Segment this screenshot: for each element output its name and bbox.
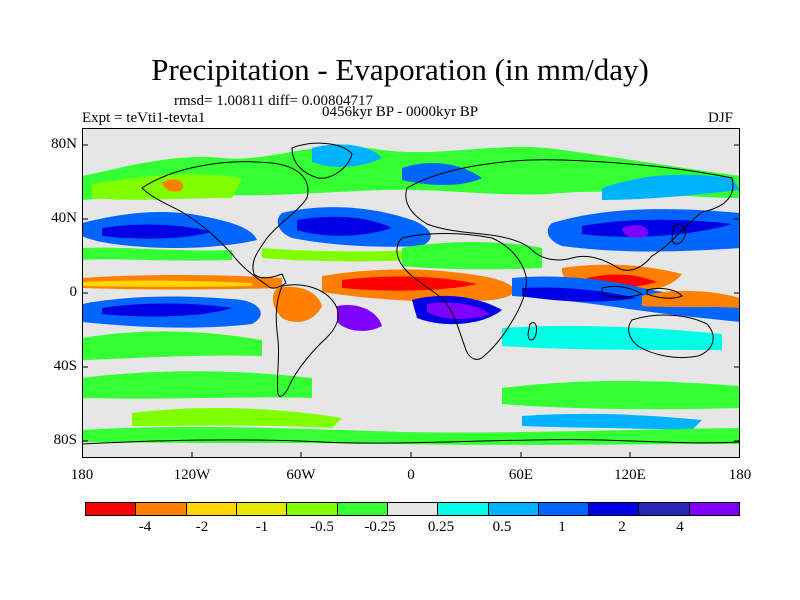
colorbar-label: 0.5 <box>492 519 512 535</box>
stats-label: rmsd= 1.00811 diff= 0.00804717 <box>174 93 373 109</box>
x-tick-label: 0 <box>407 467 415 483</box>
contour-region <box>427 302 490 320</box>
colorbar-swatch <box>689 503 740 515</box>
contour-region <box>297 216 392 236</box>
coastlines <box>82 142 740 445</box>
y-tick-label: 80N <box>51 136 77 152</box>
season-label: DJF <box>708 110 734 126</box>
contour-region <box>522 413 702 430</box>
colorbar-label: -4 <box>138 519 152 535</box>
contour-region <box>102 224 212 239</box>
coastline <box>405 159 734 271</box>
x-tick-label: 60W <box>286 467 316 483</box>
x-tick-label: 120W <box>173 467 211 483</box>
plot-title: Precipitation - Evaporation (in mm/day) <box>151 52 649 87</box>
colorbar-swatch <box>488 503 539 515</box>
colorbar-swatch <box>438 503 489 515</box>
contour-region <box>262 248 422 262</box>
colorbar-swatch <box>86 503 137 515</box>
y-tick-label: 40S <box>53 358 77 374</box>
contour-region <box>402 242 542 270</box>
contour-region <box>312 144 382 167</box>
colorbar-swatch <box>589 503 640 515</box>
map-panel <box>82 128 740 458</box>
colorbar-swatch <box>387 503 439 515</box>
colorbar <box>85 502 740 516</box>
contour-region <box>82 280 252 287</box>
colorbar-swatch <box>287 503 338 515</box>
x-tick-label: 120E <box>614 467 646 483</box>
contour-region <box>502 326 722 350</box>
experiment-label: Expt = teVti1-tevta1 <box>82 110 206 126</box>
coastline <box>671 224 686 245</box>
contour-region <box>622 225 648 238</box>
coastline <box>275 284 339 397</box>
coastline <box>141 161 309 289</box>
coastline <box>628 314 714 359</box>
contour-region <box>82 331 262 360</box>
colorbar-label: -0.25 <box>364 519 396 535</box>
y-tick-label: 40N <box>51 210 77 226</box>
period-label: 0456kyr BP - 0000kyr BP <box>322 104 479 120</box>
coastline <box>527 321 537 341</box>
colorbar-label: -0.5 <box>310 519 334 535</box>
colorbar-swatch <box>337 503 388 515</box>
colorbar-label: 1 <box>558 519 566 535</box>
colorbar-label: -1 <box>255 519 269 535</box>
y-tick-label: 0 <box>69 284 78 300</box>
contour-region <box>162 179 183 192</box>
tick-marks <box>82 144 740 458</box>
contour-region <box>602 174 740 200</box>
contour-region <box>522 287 637 302</box>
coastline <box>646 287 683 299</box>
contour-region <box>82 371 312 399</box>
contour-region <box>642 290 740 308</box>
colorbar-swatch <box>186 503 237 515</box>
contour-region <box>272 286 322 322</box>
x-tick-label: 60E <box>508 467 534 483</box>
contour-region <box>132 407 342 428</box>
colorbar-label: -2 <box>195 519 209 535</box>
colorbar-swatch <box>236 503 288 515</box>
coastline <box>396 233 527 360</box>
contour-region <box>102 303 232 317</box>
coastline <box>601 285 644 298</box>
colorbar-swatch <box>639 503 690 515</box>
contour-region <box>82 247 232 261</box>
y-tick-label: 80S <box>53 432 77 448</box>
coastline <box>291 142 353 179</box>
contour-region <box>502 381 740 410</box>
colorbar-label: 4 <box>676 519 684 535</box>
contour-region <box>582 219 732 237</box>
colorbar-swatch <box>136 503 187 515</box>
colorbar-label: 0.25 <box>427 519 455 535</box>
colorbar-swatch <box>538 503 590 515</box>
colorbar-label: 2 <box>618 519 626 535</box>
x-tick-label: 180 <box>70 467 94 483</box>
contour-region <box>342 276 477 291</box>
contour-region <box>337 304 382 331</box>
coastline <box>82 439 740 445</box>
x-tick-label: 180 <box>728 467 752 483</box>
